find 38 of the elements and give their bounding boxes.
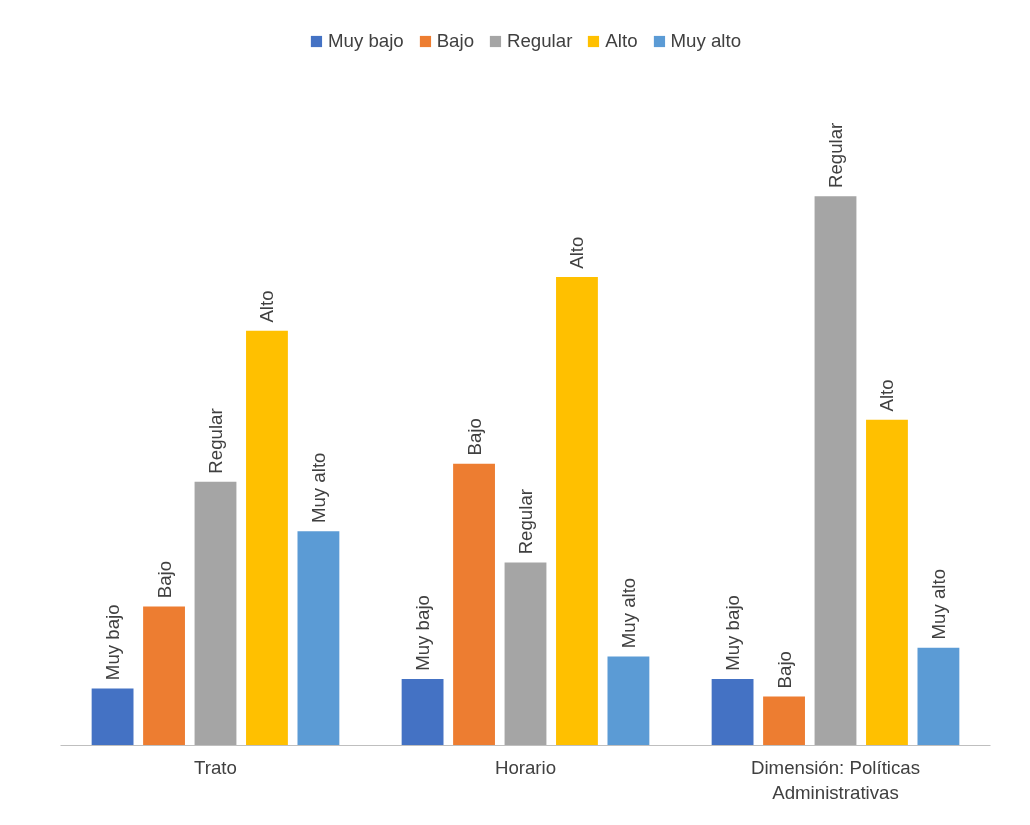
text: Bajo bbox=[153, 560, 175, 599]
x-tick-label: Horario bbox=[494, 756, 557, 778]
bar bbox=[143, 606, 185, 746]
bar bbox=[763, 696, 805, 746]
legend-label: Muy alto bbox=[670, 30, 742, 52]
text: Muy bajo bbox=[412, 595, 434, 671]
bar bbox=[91, 688, 134, 746]
bar bbox=[866, 419, 908, 746]
bar bbox=[814, 196, 857, 746]
bar bbox=[711, 679, 754, 746]
text: Alto bbox=[876, 379, 898, 412]
bar bbox=[401, 679, 444, 746]
text: Muy bajo bbox=[102, 604, 124, 681]
bar bbox=[556, 277, 598, 746]
text: Muy alto bbox=[307, 452, 329, 524]
text: Bajo bbox=[463, 418, 485, 456]
bar bbox=[297, 531, 340, 746]
legend-label: Alto bbox=[605, 30, 638, 52]
text: Alto bbox=[566, 236, 588, 269]
legend-label: Muy bajo bbox=[327, 30, 404, 52]
x-tick-label: Trato bbox=[194, 756, 237, 778]
text: Regular bbox=[205, 408, 226, 474]
text: Regular bbox=[825, 122, 846, 189]
text: Muy bajo bbox=[722, 595, 744, 671]
bar bbox=[453, 463, 495, 746]
bar bbox=[607, 656, 650, 746]
text: Regular bbox=[515, 489, 536, 555]
bar bbox=[917, 647, 960, 746]
bar bbox=[246, 330, 288, 746]
text: Muy alto bbox=[617, 577, 639, 649]
x-tick-label: Dimensión: Políticas Administrativas bbox=[751, 756, 921, 803]
text: Bajo bbox=[773, 651, 795, 689]
text: Alto bbox=[256, 290, 278, 323]
text: Muy alto bbox=[927, 568, 949, 640]
bar bbox=[504, 562, 547, 746]
legend-label: Bajo bbox=[436, 30, 475, 52]
legend-label: Regular bbox=[507, 30, 573, 52]
bar bbox=[194, 481, 237, 746]
